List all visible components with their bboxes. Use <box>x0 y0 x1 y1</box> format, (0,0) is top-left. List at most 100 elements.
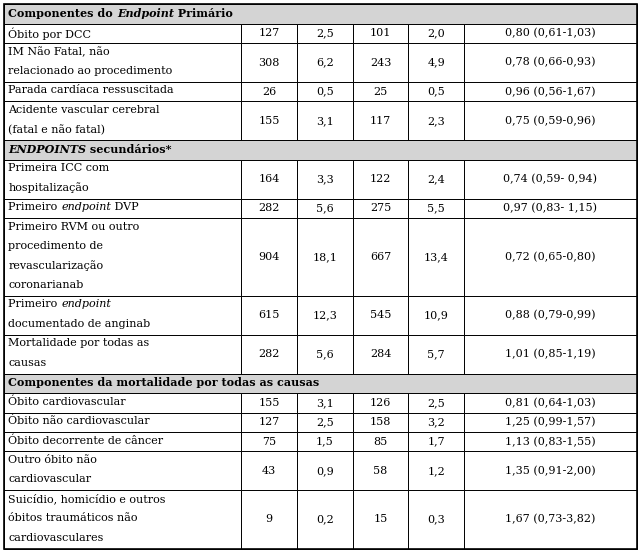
Bar <box>4 335 242 374</box>
Text: 10,9: 10,9 <box>424 310 449 320</box>
Bar <box>4 393 242 412</box>
Text: Primeiro: Primeiro <box>8 202 61 212</box>
Text: 5,7: 5,7 <box>428 349 445 359</box>
Bar <box>242 43 297 82</box>
Bar <box>408 218 464 296</box>
Bar <box>297 82 353 102</box>
Bar <box>4 82 242 102</box>
Text: 0,5: 0,5 <box>316 87 334 97</box>
Text: 127: 127 <box>258 417 280 427</box>
Bar <box>297 432 353 451</box>
Bar <box>4 102 242 140</box>
Text: 0,2: 0,2 <box>316 514 334 524</box>
Text: cardiovascular: cardiovascular <box>8 475 92 485</box>
Text: 1,7: 1,7 <box>428 437 445 447</box>
Text: 13,4: 13,4 <box>424 252 449 262</box>
Bar <box>4 490 242 548</box>
Bar <box>408 160 464 199</box>
Text: 0,80 (0,61-1,03): 0,80 (0,61-1,03) <box>505 28 595 38</box>
Text: Componentes do: Componentes do <box>8 8 117 19</box>
Text: 667: 667 <box>370 252 391 262</box>
Text: 243: 243 <box>370 58 391 68</box>
Bar <box>4 160 242 199</box>
Text: Parada cardíaca ressuscitada: Parada cardíaca ressuscitada <box>8 85 174 95</box>
Text: 0,97 (0,83- 1,15): 0,97 (0,83- 1,15) <box>503 203 597 214</box>
Text: 155: 155 <box>258 398 280 408</box>
Text: 2,5: 2,5 <box>316 417 334 427</box>
Text: Primeiro RVM ou outro: Primeiro RVM ou outro <box>8 221 140 231</box>
Bar <box>353 43 408 82</box>
Bar <box>464 24 637 43</box>
Text: 3,2: 3,2 <box>428 417 445 427</box>
Text: 1,01 (0,85-1,19): 1,01 (0,85-1,19) <box>505 349 595 359</box>
Text: 1,35 (0,91-2,00): 1,35 (0,91-2,00) <box>505 466 595 476</box>
Text: 3,3: 3,3 <box>316 174 334 184</box>
Text: Acidente vascular cerebral: Acidente vascular cerebral <box>8 105 160 115</box>
Text: (fatal e não fatal): (fatal e não fatal) <box>8 124 105 135</box>
Bar <box>353 296 408 335</box>
Text: hospitalização: hospitalização <box>8 183 89 194</box>
Text: 3,1: 3,1 <box>316 116 334 126</box>
Bar <box>353 335 408 374</box>
Bar <box>242 24 297 43</box>
Bar <box>408 43 464 82</box>
Bar <box>4 374 637 393</box>
Bar <box>242 335 297 374</box>
Bar <box>297 43 353 82</box>
Bar <box>242 296 297 335</box>
Text: 5,6: 5,6 <box>316 203 334 213</box>
Text: Primário: Primário <box>174 8 233 19</box>
Bar <box>242 490 297 548</box>
Text: procedimento de: procedimento de <box>8 241 103 251</box>
Text: 101: 101 <box>370 28 391 38</box>
Bar <box>242 218 297 296</box>
Text: Suicídio, homicídio e outros: Suicídio, homicídio e outros <box>8 494 166 504</box>
Bar <box>4 296 242 335</box>
Bar <box>464 432 637 451</box>
Bar <box>353 393 408 412</box>
Text: 2,3: 2,3 <box>428 116 445 126</box>
Text: causas: causas <box>8 357 47 367</box>
Text: 0,72 (0,65-0,80): 0,72 (0,65-0,80) <box>505 252 595 262</box>
Bar <box>297 24 353 43</box>
Text: 155: 155 <box>258 116 280 126</box>
Bar <box>242 160 297 199</box>
Text: 122: 122 <box>370 174 391 184</box>
Text: 158: 158 <box>370 417 391 427</box>
Text: 1,25 (0,99-1,57): 1,25 (0,99-1,57) <box>505 417 595 427</box>
Text: 9: 9 <box>265 514 273 524</box>
Bar <box>464 160 637 199</box>
Bar <box>297 296 353 335</box>
Bar <box>464 102 637 140</box>
Text: 1,67 (0,73-3,82): 1,67 (0,73-3,82) <box>505 514 595 524</box>
Bar <box>353 24 408 43</box>
Bar <box>464 199 637 218</box>
Text: endpoint: endpoint <box>61 202 111 212</box>
Text: Óbito por DCC: Óbito por DCC <box>8 27 91 39</box>
Text: 0,96 (0,56-1,67): 0,96 (0,56-1,67) <box>505 87 595 97</box>
Text: 0,75 (0,59-0,96): 0,75 (0,59-0,96) <box>505 115 595 126</box>
Bar <box>353 199 408 218</box>
Bar <box>408 451 464 490</box>
Bar <box>464 218 637 296</box>
Text: 18,1: 18,1 <box>313 252 337 262</box>
Text: 4,9: 4,9 <box>428 58 445 68</box>
Text: 58: 58 <box>374 466 388 476</box>
Text: 0,78 (0,66-0,93): 0,78 (0,66-0,93) <box>505 57 595 68</box>
Text: cardiovasculares: cardiovasculares <box>8 533 104 543</box>
Text: 0,9: 0,9 <box>316 466 334 476</box>
Text: secundários*: secundários* <box>87 144 172 155</box>
Bar <box>353 160 408 199</box>
Bar <box>408 432 464 451</box>
Bar <box>353 432 408 451</box>
Bar <box>297 218 353 296</box>
Bar <box>4 140 637 160</box>
Bar <box>297 102 353 140</box>
Text: ENDPOINTS: ENDPOINTS <box>8 144 87 155</box>
Text: coronarianab: coronarianab <box>8 280 84 290</box>
Bar <box>408 24 464 43</box>
Text: 1,5: 1,5 <box>316 437 334 447</box>
Text: óbitos traumáticos não: óbitos traumáticos não <box>8 513 138 523</box>
Bar <box>4 412 242 432</box>
Bar <box>242 432 297 451</box>
